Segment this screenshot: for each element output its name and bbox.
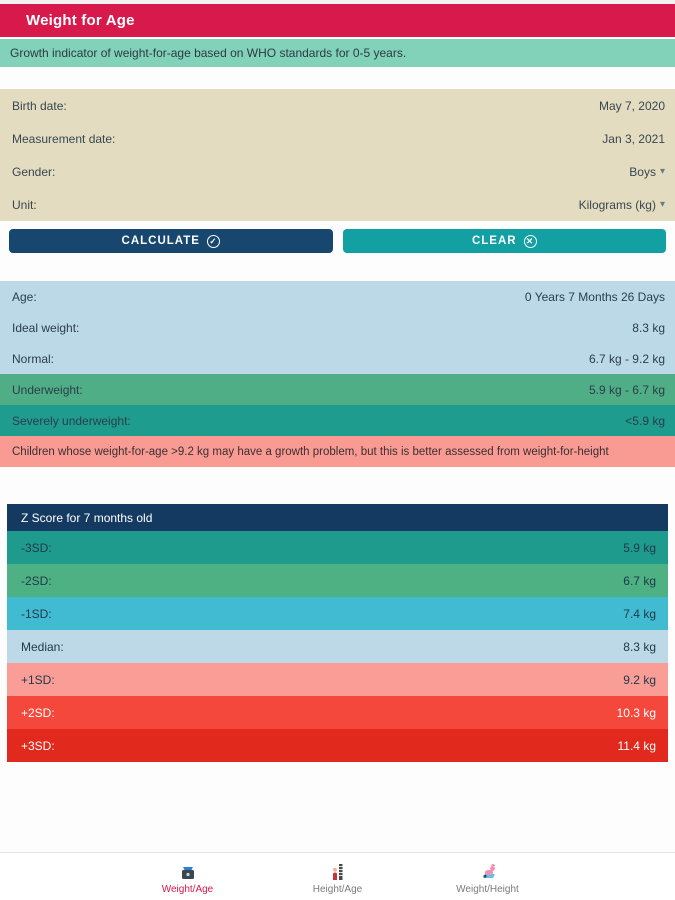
plus1sd-label: +1SD:	[21, 672, 55, 687]
plus2sd-value: 10.3 kg	[616, 705, 656, 720]
baby-scale-icon	[477, 860, 499, 882]
normal-range-label: Normal:	[12, 351, 55, 366]
zscore-row-median: Median: 8.3 kg	[7, 630, 668, 663]
severely-underweight-value: <5.9 kg	[625, 413, 665, 428]
plus1sd-value: 9.2 kg	[623, 672, 656, 687]
unit-value: Kilograms (kg) ▾	[578, 197, 665, 212]
status-strip	[0, 0, 675, 4]
birth-date-label: Birth date:	[12, 98, 67, 113]
chevron-down-icon: ▾	[659, 165, 665, 177]
minus3sd-label: -3SD:	[21, 540, 52, 555]
zscore-row-plus3sd: +3SD: 11.4 kg	[7, 729, 668, 762]
measurement-date-field[interactable]: Measurement date: Jan 3, 2021	[0, 122, 675, 155]
zscore-row-minus3sd: -3SD: 5.9 kg	[7, 531, 668, 564]
zscore-row-minus1sd: -1SD: 7.4 kg	[7, 597, 668, 630]
age-value: 0 Years 7 Months 26 Days	[524, 289, 665, 304]
median-value: 8.3 kg	[623, 639, 656, 654]
input-form: Birth date: May 7, 2020 Measurement date…	[0, 89, 675, 221]
zscore-table-title: Z Score for 7 months old	[21, 510, 153, 525]
clear-button-label: CLEAR	[471, 235, 517, 247]
unit-select[interactable]: Unit: Kilograms (kg) ▾	[0, 188, 675, 221]
plus3sd-value: 11.4 kg	[617, 738, 656, 753]
minus1sd-value: 7.4 kg	[623, 606, 656, 621]
plus2sd-label: +2SD:	[21, 705, 55, 720]
underweight-value: 5.9 kg - 6.7 kg	[588, 382, 665, 397]
gender-value: Boys ▾	[629, 164, 665, 179]
calculate-button[interactable]: CALCULATE ✓	[9, 229, 333, 253]
zscore-row-plus2sd: +2SD: 10.3 kg	[7, 696, 668, 729]
close-circle-icon: ✕	[523, 234, 537, 248]
minus2sd-label: -2SD:	[21, 573, 52, 588]
ideal-weight-value: 8.3 kg	[632, 320, 665, 335]
tab-weight-height[interactable]: Weight/Height	[449, 860, 527, 895]
zscore-row-plus1sd: +1SD: 9.2 kg	[7, 663, 668, 696]
results-panel: Age: 0 Years 7 Months 26 Days Ideal weig…	[0, 281, 675, 467]
measurement-date-value: Jan 3, 2021	[602, 131, 665, 146]
tab-weight-age-label: Weight/Age	[161, 884, 214, 895]
tab-weight-height-label: Weight/Height	[456, 884, 519, 895]
underweight-label: Underweight:	[12, 382, 83, 397]
tab-height-age-label: Height/Age	[312, 884, 363, 895]
gender-select[interactable]: Gender: Boys ▾	[0, 155, 675, 188]
age-label: Age:	[12, 289, 37, 304]
birth-date-value: May 7, 2020	[598, 98, 665, 113]
clear-button[interactable]: CLEAR ✕	[342, 229, 666, 253]
overweight-warning-text: Children whose weight-for-age >9.2 kg ma…	[12, 445, 609, 458]
minus3sd-value: 5.9 kg	[623, 540, 656, 555]
weight-scale-icon	[177, 860, 199, 882]
tab-weight-age[interactable]: Weight/Age	[149, 860, 227, 895]
underweight-row: Underweight: 5.9 kg - 6.7 kg	[0, 374, 675, 405]
zscore-row-minus2sd: -2SD: 6.7 kg	[7, 564, 668, 597]
normal-range-value: 6.7 kg - 9.2 kg	[588, 351, 665, 366]
minus1sd-label: -1SD:	[21, 606, 52, 621]
measurement-date-label: Measurement date:	[12, 131, 116, 146]
ideal-weight-label: Ideal weight:	[12, 320, 80, 335]
description-bar: Growth indicator of weight-for-age based…	[0, 39, 675, 67]
chevron-down-icon: ▾	[659, 198, 665, 210]
unit-label: Unit:	[12, 197, 37, 212]
normal-range-row: Normal: 6.7 kg - 9.2 kg	[0, 343, 675, 374]
check-circle-icon: ✓	[206, 234, 220, 248]
gender-label: Gender:	[12, 164, 56, 179]
age-result-row: Age: 0 Years 7 Months 26 Days	[0, 281, 675, 312]
birth-date-field[interactable]: Birth date: May 7, 2020	[0, 89, 675, 122]
ideal-weight-row: Ideal weight: 8.3 kg	[0, 312, 675, 343]
median-label: Median:	[21, 639, 64, 654]
zscore-table-header: Z Score for 7 months old	[7, 504, 668, 531]
tab-height-age[interactable]: Height/Age	[299, 860, 377, 895]
minus2sd-value: 6.7 kg	[623, 573, 656, 588]
action-buttons: CALCULATE ✓ CLEAR ✕	[9, 229, 666, 253]
bottom-tab-bar: Weight/Age Height/Age	[0, 852, 675, 900]
plus3sd-label: +3SD:	[21, 738, 55, 753]
page-title: Weight for Age	[26, 12, 135, 29]
calculate-button-label: CALCULATE	[121, 235, 200, 247]
app-header: Weight for Age	[0, 4, 675, 37]
severely-underweight-row: Severely underweight: <5.9 kg	[0, 405, 675, 436]
severely-underweight-label: Severely underweight:	[12, 413, 131, 428]
description-text: Growth indicator of weight-for-age based…	[10, 46, 407, 60]
overweight-warning-banner: Children whose weight-for-age >9.2 kg ma…	[0, 436, 675, 467]
zscore-table: Z Score for 7 months old -3SD: 5.9 kg -2…	[7, 504, 668, 762]
height-ruler-icon	[327, 860, 349, 882]
